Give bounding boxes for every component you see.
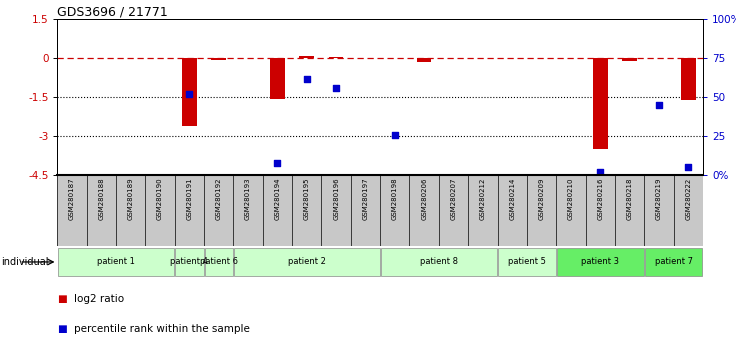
Bar bbox=[300, 56, 314, 58]
Bar bbox=[329, 57, 344, 58]
Text: patient 6: patient 6 bbox=[199, 257, 238, 267]
Bar bbox=[681, 58, 696, 100]
Bar bbox=[593, 58, 607, 149]
Point bbox=[301, 76, 313, 81]
Text: GSM280207: GSM280207 bbox=[450, 177, 456, 220]
Text: individual: individual bbox=[1, 257, 49, 267]
Point bbox=[389, 132, 400, 138]
Bar bbox=[58, 248, 174, 276]
Text: GSM280193: GSM280193 bbox=[245, 177, 251, 220]
Text: patient 2: patient 2 bbox=[288, 257, 326, 267]
Point bbox=[330, 85, 342, 91]
Text: GSM280191: GSM280191 bbox=[186, 177, 192, 220]
Text: ■: ■ bbox=[57, 294, 67, 304]
Bar bbox=[182, 58, 197, 126]
Text: GSM280194: GSM280194 bbox=[275, 177, 280, 220]
Text: GSM280212: GSM280212 bbox=[480, 177, 486, 220]
Text: patient 3: patient 3 bbox=[581, 257, 619, 267]
Text: GSM280216: GSM280216 bbox=[597, 177, 604, 220]
Text: GSM280209: GSM280209 bbox=[539, 177, 545, 220]
Text: GSM280214: GSM280214 bbox=[509, 177, 515, 220]
Text: GSM280187: GSM280187 bbox=[69, 177, 75, 220]
Point bbox=[594, 169, 606, 175]
Bar bbox=[417, 58, 431, 62]
Bar bbox=[234, 248, 380, 276]
Text: GSM280188: GSM280188 bbox=[99, 177, 105, 220]
Bar bbox=[205, 248, 233, 276]
Text: GSM280192: GSM280192 bbox=[216, 177, 222, 220]
Bar bbox=[622, 58, 637, 61]
Text: GDS3696 / 21771: GDS3696 / 21771 bbox=[57, 5, 168, 18]
Text: patient 1: patient 1 bbox=[97, 257, 135, 267]
Text: GSM280196: GSM280196 bbox=[333, 177, 339, 220]
Point bbox=[682, 165, 694, 170]
Point bbox=[653, 102, 665, 108]
Text: GSM280190: GSM280190 bbox=[157, 177, 163, 220]
Bar bbox=[498, 248, 556, 276]
Text: GSM280195: GSM280195 bbox=[304, 177, 310, 220]
Text: log2 ratio: log2 ratio bbox=[74, 294, 124, 304]
Text: GSM280210: GSM280210 bbox=[568, 177, 574, 220]
Bar bbox=[175, 248, 204, 276]
Text: GSM280219: GSM280219 bbox=[656, 177, 662, 220]
Text: GSM280197: GSM280197 bbox=[362, 177, 369, 220]
Text: patient 5: patient 5 bbox=[508, 257, 546, 267]
Text: GSM280222: GSM280222 bbox=[685, 177, 691, 219]
Point bbox=[183, 91, 195, 97]
Bar bbox=[270, 58, 285, 99]
Bar bbox=[211, 58, 226, 60]
Bar bbox=[556, 248, 643, 276]
Text: GSM280189: GSM280189 bbox=[128, 177, 134, 220]
Text: GSM280218: GSM280218 bbox=[626, 177, 632, 220]
Text: GSM280206: GSM280206 bbox=[421, 177, 427, 220]
Text: patient 4: patient 4 bbox=[171, 257, 208, 267]
Text: patient 7: patient 7 bbox=[654, 257, 693, 267]
Text: percentile rank within the sample: percentile rank within the sample bbox=[74, 324, 250, 334]
Text: ■: ■ bbox=[57, 324, 67, 334]
Bar bbox=[381, 248, 497, 276]
Text: patient 8: patient 8 bbox=[420, 257, 458, 267]
Point bbox=[272, 160, 283, 166]
Bar bbox=[645, 248, 702, 276]
Text: GSM280198: GSM280198 bbox=[392, 177, 398, 220]
